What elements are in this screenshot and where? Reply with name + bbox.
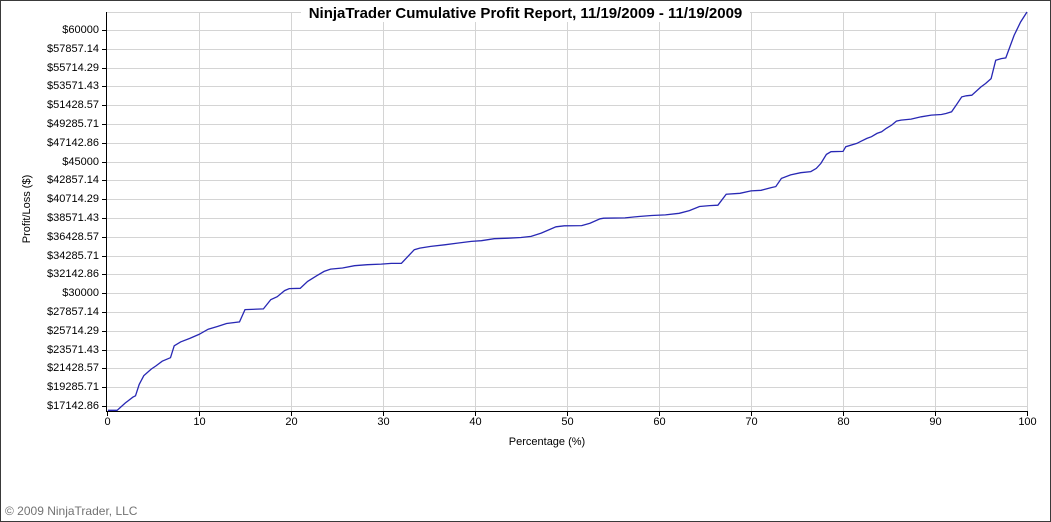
chart-title-text: NinjaTrader Cumulative Profit Report, 11… bbox=[300, 5, 751, 22]
copyright-text: © 2009 NinjaTrader, LLC bbox=[5, 504, 138, 518]
cumulative-profit-line bbox=[107, 11, 1028, 411]
chart-title: NinjaTrader Cumulative Profit Report, 11… bbox=[1, 5, 1050, 23]
